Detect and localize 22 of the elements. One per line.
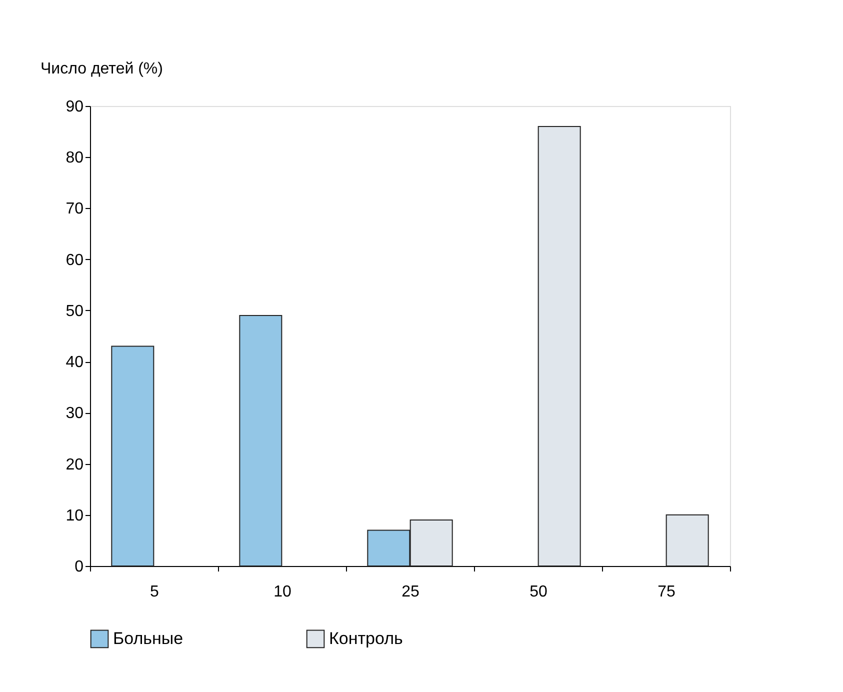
x-tick-label: 50 — [530, 584, 548, 600]
x-tick-label: 10 — [274, 584, 292, 600]
bar — [666, 514, 709, 566]
bar — [239, 315, 282, 566]
x-tick-label: 75 — [658, 584, 676, 600]
y-tick-label: 10 — [66, 507, 84, 524]
legend-label: Больные — [113, 628, 184, 648]
y-tick-label: 30 — [66, 405, 84, 422]
y-tick-label: 80 — [66, 150, 84, 167]
y-tick-label: 40 — [66, 354, 84, 372]
bar — [111, 346, 154, 566]
y-axis-title: Число детей (%) — [40, 60, 163, 78]
x-tick-label: 25 — [402, 584, 420, 600]
y-tick-label: 90 — [66, 98, 84, 116]
bar — [538, 126, 581, 566]
y-tick-label: 70 — [66, 200, 84, 218]
x-tick-label: 5 — [150, 584, 160, 600]
y-tick-label: 60 — [66, 252, 84, 269]
legend-label: Контроль — [329, 628, 403, 648]
y-tick-label: 20 — [66, 456, 84, 474]
y-tick-label: 0 — [74, 558, 84, 576]
y-tick-label: 50 — [66, 302, 84, 320]
